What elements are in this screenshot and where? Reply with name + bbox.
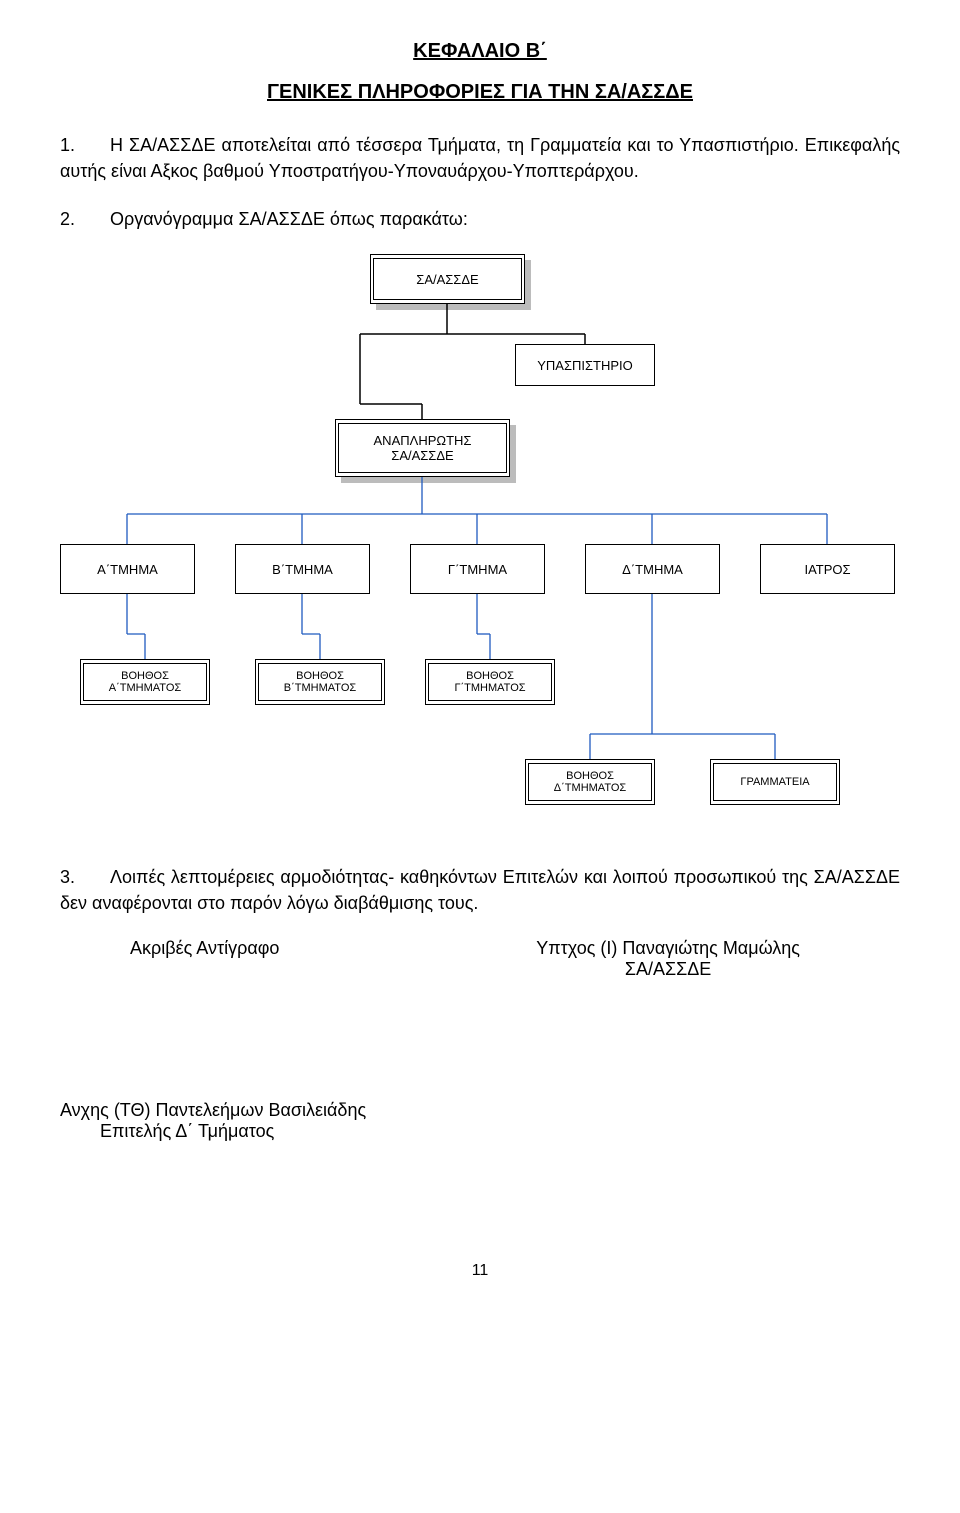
org-node-iatros: ΙΑΤΡΟΣ [760,544,895,594]
org-node-anapl: ΑΝΑΠΛΗΡΩΤΗΣΣΑ/ΑΣΣΔΕ [335,419,510,477]
org-node-b_tm: Β΄ΤΜΗΜΑ [235,544,370,594]
org-node-gram: ΓΡΑΜΜΑΤΕΙΑ [710,759,840,805]
para2-number: 2. [60,206,110,232]
org-node-a_tm: Α΄ΤΜΗΜΑ [60,544,195,594]
org-node-g_tm: Γ΄ΤΜΗΜΑ [410,544,545,594]
signature-block: Υπτχος (Ι) Παναγιώτης Μαμώλης ΣΑ/ΑΣΣΔΕ Α… [60,938,900,980]
signature-right: Υπτχος (Ι) Παναγιώτης Μαμώλης ΣΑ/ΑΣΣΔΕ [536,938,800,980]
sig-lower-line2: Επιτελής Δ΄ Τμήματος [100,1121,900,1142]
page-number: 11 [60,1262,900,1280]
org-node-root: ΣΑ/ΑΣΣΔΕ [370,254,525,304]
sig-right-line2: ΣΑ/ΑΣΣΔΕ [536,959,800,980]
signature-left: Ακριβές Αντίγραφο [130,938,279,959]
org-node-vob: ΒΟΗΘΟΣΒ΄ΤΜΗΜΑΤΟΣ [255,659,385,705]
org-chart: ΣΑ/ΑΣΣΔΕ ΥΠΑΣΠΙΣΤΗΡΙΟΑΝΑΠΛΗΡΩΤΗΣΣΑ/ΑΣΣΔΕ Α… [60,254,900,834]
para2-text: Οργανόγραμμα ΣΑ/ΑΣΣΔΕ όπως παρακάτω: [110,209,468,229]
sig-right-line1: Υπτχος (Ι) Παναγιώτης Μαμώλης [536,938,800,959]
page: ΚΕΦΑΛΑΙΟ Β΄ ΓΕΝΙΚΕΣ ΠΛΗΡΟΦΟΡΙΕΣ ΓΙΑ ΤΗΝ … [0,0,960,1340]
paragraph-3: 3.Λοιπές λεπτομέρειες αρμοδιότητας- καθη… [60,864,900,916]
org-node-vog: ΒΟΗΘΟΣΓ΄ΤΜΗΜΑΤΟΣ [425,659,555,705]
signature-lower: Ανχης (ΤΘ) Παντελεήμων Βασιλειάδης Επιτε… [60,1100,900,1142]
para1-text: Η ΣΑ/ΑΣΣΔΕ αποτελείται από τέσσερα Τμήμα… [60,135,900,181]
para3-number: 3. [60,864,110,890]
paragraph-1: 1.Η ΣΑ/ΑΣΣΔΕ αποτελείται από τέσσερα Τμή… [60,132,900,184]
paragraph-2: 2.Οργανόγραμμα ΣΑ/ΑΣΣΔΕ όπως παρακάτω: [60,206,900,232]
para3-text: Λοιπές λεπτομέρειες αρμοδιότητας- καθηκό… [60,867,900,913]
org-node-ypasp: ΥΠΑΣΠΙΣΤΗΡΙΟ [515,344,655,386]
section-title: ΓΕΝΙΚΕΣ ΠΛΗΡΟΦΟΡΙΕΣ ΓΙΑ ΤΗΝ ΣΑ/ΑΣΣΔΕ [60,81,900,104]
org-node-d_tm: Δ΄ΤΜΗΜΑ [585,544,720,594]
org-node-vod: ΒΟΗΘΟΣΔ΄ΤΜΗΜΑΤΟΣ [525,759,655,805]
chapter-title: ΚΕΦΑΛΑΙΟ Β΄ [60,40,900,63]
para1-number: 1. [60,132,110,158]
org-node-voa: ΒΟΗΘΟΣΑ΄ΤΜΗΜΑΤΟΣ [80,659,210,705]
sig-lower-line1: Ανχης (ΤΘ) Παντελεήμων Βασιλειάδης [60,1100,900,1121]
